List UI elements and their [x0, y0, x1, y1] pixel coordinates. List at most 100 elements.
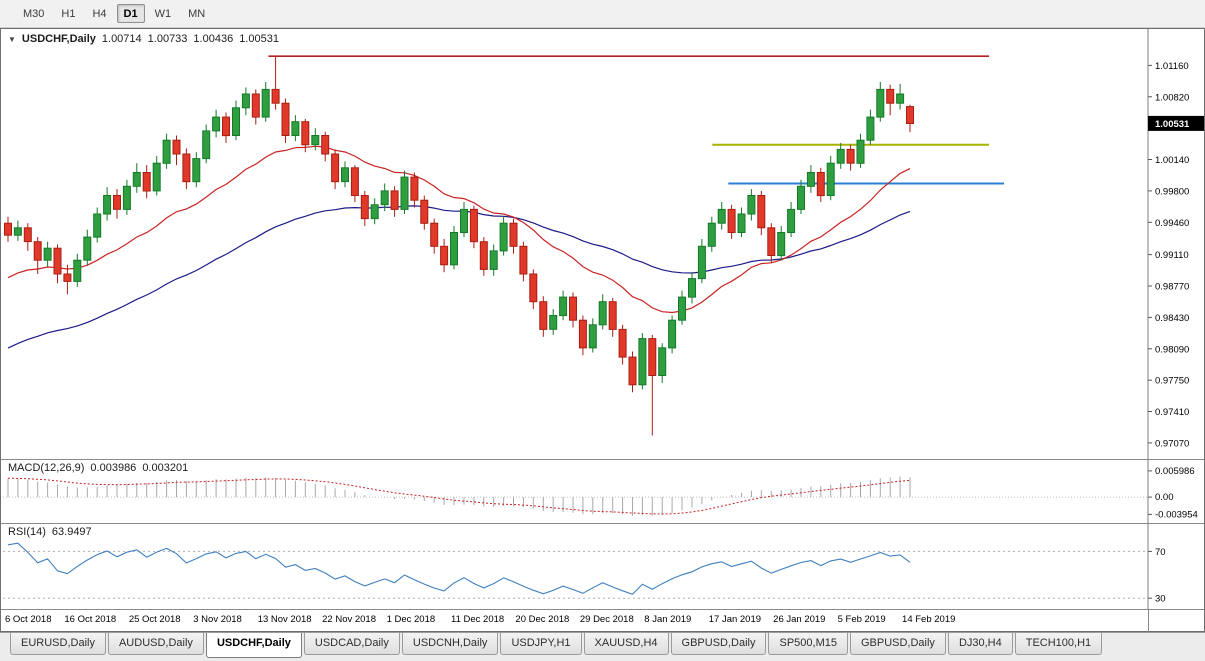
timeframe-button-h1[interactable]: H1 — [54, 4, 82, 23]
chart-tab-0-eurusd-daily[interactable]: EURUSD,Daily — [10, 633, 106, 655]
rsi-line — [7, 542, 911, 595]
timeframe-button-d1[interactable]: D1 — [116, 4, 145, 23]
candle-body — [608, 301, 617, 330]
candle-body — [271, 88, 280, 104]
timeframe-button-mn[interactable]: MN — [181, 4, 212, 23]
candle-body — [390, 190, 399, 210]
macd-signal-line — [7, 477, 911, 515]
candle-body — [519, 245, 528, 275]
chart-tab-3-usdcad-daily[interactable]: USDCAD,Daily — [303, 633, 400, 655]
candle-body — [549, 315, 558, 330]
candle-body — [83, 236, 92, 261]
candle-body — [787, 208, 796, 233]
candle-body — [559, 296, 568, 317]
price-scale-label: 0.97410 — [1155, 407, 1189, 418]
candle-body — [202, 130, 211, 160]
chart-tab-6-xauusd-h4[interactable]: XAUUSD,H4 — [583, 633, 669, 655]
price-scale-label: 1.01160 — [1155, 61, 1189, 72]
date-label: 5 Feb 2019 — [837, 614, 886, 625]
chart-tab-1-audusd-daily[interactable]: AUDUSD,Daily — [107, 633, 204, 655]
candle-body — [23, 227, 32, 243]
chart-tab-9-gbpusd-daily[interactable]: GBPUSD,Daily — [849, 633, 946, 655]
candle-body — [13, 227, 22, 236]
rsi-scale-label: 30 — [1155, 594, 1166, 605]
candle-body — [192, 158, 201, 183]
chart-tab-8-sp500-m15[interactable]: SP500,M15 — [768, 633, 848, 655]
candle-body — [281, 102, 290, 136]
date-label: 6 Oct 2018 — [5, 614, 52, 625]
candle-body — [33, 241, 42, 261]
candle-body — [757, 195, 766, 229]
chart-tab-7-gbpusd-daily[interactable]: GBPUSD,Daily — [670, 633, 767, 655]
price-scale-label: 0.99800 — [1155, 186, 1189, 197]
candle-body — [598, 301, 607, 326]
chart-tab-11-tech100-h1[interactable]: TECH100,H1 — [1014, 633, 1103, 655]
macd-panel-canvas[interactable]: 0.005986 0.00 -0.003954 — [1, 459, 1204, 523]
date-label: 13 Nov 2018 — [257, 614, 312, 625]
candle-body — [777, 232, 786, 257]
candle-body — [767, 227, 776, 257]
rsi-panel-canvas[interactable]: 70 30 — [1, 523, 1204, 609]
candle-body — [370, 204, 379, 220]
candle-body — [400, 176, 409, 210]
candle-body — [241, 93, 250, 109]
candle-body — [232, 107, 240, 137]
candle-body — [668, 319, 677, 349]
date-label: 26 Jan 2019 — [773, 614, 826, 625]
price-scale-label: 1.00140 — [1155, 155, 1189, 166]
candle-body — [430, 222, 439, 247]
price-scale-label: 1.00820 — [1155, 92, 1189, 103]
candle-body — [460, 208, 468, 233]
candle-body — [222, 116, 230, 137]
candle-body — [816, 172, 825, 197]
price-scale-label: 0.99460 — [1155, 218, 1189, 229]
candle-body — [806, 172, 815, 187]
date-label: 3 Nov 2018 — [193, 614, 242, 625]
candle-body — [350, 167, 359, 197]
candle-body — [341, 167, 349, 183]
current-price-tag-value: 1.00531 — [1155, 119, 1190, 130]
date-label: 17 Jan 2019 — [708, 614, 762, 625]
candle-body — [331, 153, 340, 183]
candle-body — [360, 195, 369, 220]
candle-body — [499, 222, 508, 252]
date-label: 16 Oct 2018 — [64, 614, 117, 625]
candle-body — [638, 338, 647, 386]
price-scale-label: 0.99110 — [1155, 250, 1189, 261]
candle-body — [688, 278, 696, 298]
candle-body — [896, 93, 905, 104]
main-chart-canvas[interactable]: 1.01160 1.00820 1.00140 0.99800 0.99460 0.991… — [1, 29, 1204, 459]
candle-body — [380, 190, 389, 206]
candle-body — [93, 213, 102, 238]
current-price-tag — [1148, 115, 1204, 131]
chart-tab-5-usdjpy-h1[interactable]: USDJPY,H1 — [500, 633, 582, 655]
timeframe-button-h4[interactable]: H4 — [85, 4, 113, 23]
candle-body — [648, 338, 657, 377]
chart-tab-4-usdcnh-daily[interactable]: USDCNH,Daily — [401, 633, 499, 655]
candle-body — [440, 245, 449, 266]
candle-body — [43, 247, 52, 261]
candle-body — [122, 185, 131, 210]
candle-body — [876, 88, 885, 118]
ma-slow-line — [7, 205, 911, 349]
ma-fast-line — [7, 145, 911, 314]
candle-body — [132, 172, 141, 187]
timeframe-button-m30[interactable]: M30 — [16, 4, 51, 23]
date-label: 25 Oct 2018 — [128, 614, 181, 625]
date-label: 11 Dec 2018 — [451, 614, 505, 625]
candle-body — [886, 88, 895, 104]
candle-body — [410, 176, 419, 201]
candle-body — [420, 199, 429, 224]
candle-body — [152, 162, 161, 192]
chart-tab-10-dj30-h4[interactable]: DJ30,H4 — [947, 633, 1013, 655]
timeframe-button-w1[interactable]: W1 — [148, 4, 179, 23]
chart-tab-2-usdchf-daily[interactable]: USDCHF,Daily — [205, 633, 302, 658]
candle-body — [856, 139, 865, 164]
candle-body — [63, 273, 72, 282]
rsi-scale-label: 70 — [1155, 547, 1166, 558]
candle-body — [509, 222, 518, 247]
candle-body — [826, 162, 835, 196]
candle-body — [678, 296, 686, 321]
candle-body — [836, 148, 845, 164]
timeframe-toolbar: M30 H1 H4 D1 W1 MN — [0, 0, 1205, 28]
